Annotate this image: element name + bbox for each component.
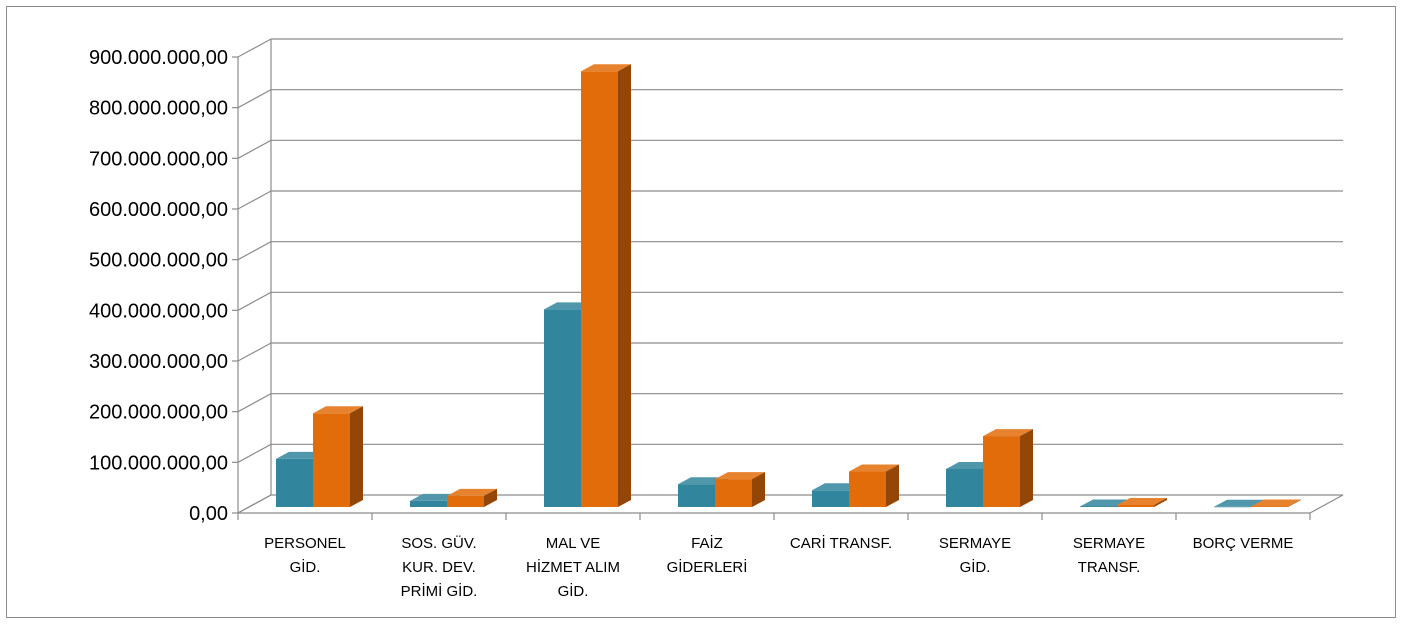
bar [544,309,581,507]
bar [849,471,886,507]
side-gridline [237,443,272,463]
bar [1251,506,1288,507]
x-tick-label: CARİ TRANSF. [790,534,892,552]
bar [1214,506,1251,508]
x-tick-label: PRİMİ GİD. [401,582,478,600]
bar-side [484,488,497,507]
side-gridline [237,241,272,261]
bar-side [752,472,765,507]
bar-side [1154,497,1167,507]
bar-top [1117,497,1167,505]
y-tick-label: 300.000.000,00 [89,351,228,373]
x-tick-label: GİD. [960,558,991,576]
bar-side [1288,499,1301,507]
y-tick-label: 0,00 [189,503,228,525]
bar-top [581,64,631,72]
bar [946,469,983,507]
side-gridline [237,38,272,58]
bar-top [983,429,1033,437]
side-gridline [237,291,272,311]
y-tick-label: 800.000.000,00 [89,98,228,120]
bar-top [849,464,899,472]
bar-side [886,464,899,507]
x-tick-label: SERMAYE [939,535,1011,552]
side-gridline [237,139,272,159]
bar [313,413,350,507]
x-tick-label: GİD. [290,558,321,576]
bar-top [447,488,497,496]
chart-floor [237,494,1344,514]
x-tick-label: MAL VE [546,535,600,552]
bar [447,495,484,507]
y-tick-label: 200.000.000,00 [89,402,228,424]
y-tick-label: 700.000.000,00 [89,148,228,170]
x-tick-label: SOS. GÜV. [401,534,476,552]
bar [581,71,618,508]
bar-top [1251,499,1301,507]
bar-side [618,64,631,508]
x-tick-label: BORÇ VERME [1193,535,1294,552]
y-tick-label: 500.000.000,00 [89,250,228,272]
bar [678,484,715,507]
bar-side [350,406,363,507]
x-tick-label: HİZMET ALIM [526,558,620,576]
bar [276,458,313,507]
side-gridline [237,89,272,109]
x-tick-label: GİDERLERİ [667,558,748,576]
x-tick-label: FAİZ [691,534,723,552]
y-tick-label: 400.000.000,00 [89,300,228,322]
side-gridline [237,190,272,210]
bar [812,490,849,507]
x-tick-label: GİD. [558,582,589,600]
x-tick-label: KUR. DEV. [402,559,476,576]
x-tick-label: PERSONEL [264,535,346,552]
y-tick-label: 900.000.000,00 [89,47,228,69]
bar [1117,504,1154,507]
x-tick-label: SERMAYE [1073,535,1145,552]
bar-top [313,406,363,414]
y-tick-label: 600.000.000,00 [89,199,228,221]
y-tick-label: 100.000.000,00 [89,452,228,474]
bar [410,500,447,507]
bar [1080,506,1117,507]
side-gridline [237,393,272,413]
bar [983,436,1020,507]
bar-side [1020,429,1033,507]
side-gridline [237,342,272,362]
bar-top [1214,499,1264,507]
bar [715,479,752,507]
x-tick-label: TRANSF. [1078,559,1141,576]
bar-top [715,472,765,480]
